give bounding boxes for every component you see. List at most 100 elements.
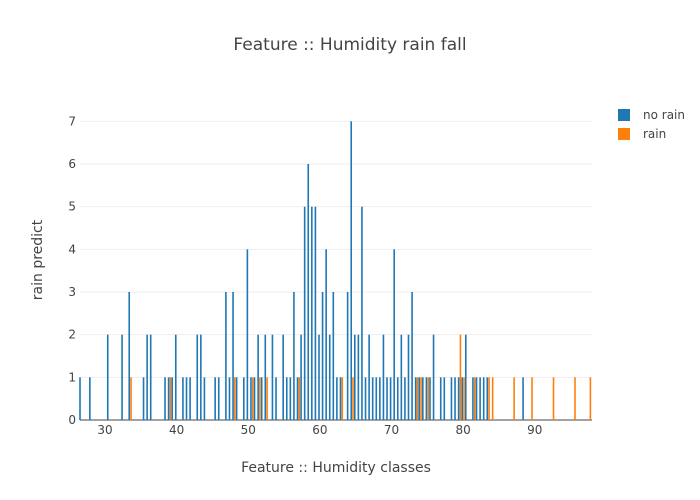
bar-no-rain[interactable] (271, 334, 274, 420)
bar-no-rain[interactable] (164, 377, 166, 420)
bar-no-rain[interactable] (303, 206, 306, 420)
bar-no-rain[interactable] (214, 377, 216, 420)
bar-no-rain[interactable] (364, 377, 367, 420)
bar-no-rain[interactable] (242, 377, 245, 420)
bar-no-rain[interactable] (282, 334, 284, 420)
bar-no-rain[interactable] (106, 334, 109, 420)
bar-no-rain[interactable] (461, 377, 464, 420)
legend-swatch[interactable] (618, 128, 630, 140)
bar-no-rain[interactable] (522, 377, 524, 420)
bar-no-rain[interactable] (142, 377, 145, 420)
bar-rain[interactable] (298, 377, 301, 420)
bar-no-rain[interactable] (332, 292, 335, 420)
bar-no-rain[interactable] (443, 377, 446, 420)
bar-no-rain[interactable] (196, 334, 199, 420)
bar-no-rain[interactable] (339, 377, 342, 420)
bar-rain[interactable] (427, 377, 430, 420)
bar-no-rain[interactable] (200, 334, 202, 420)
bar-rain[interactable] (420, 377, 422, 420)
bar-no-rain[interactable] (379, 377, 381, 420)
bar-rain[interactable] (473, 377, 476, 420)
bar-no-rain[interactable] (285, 377, 288, 420)
bar-no-rain[interactable] (389, 377, 392, 420)
bar-no-rain[interactable] (411, 292, 413, 420)
bar-rain[interactable] (169, 377, 172, 420)
bar-no-rain[interactable] (486, 377, 489, 420)
bar-no-rain[interactable] (228, 377, 231, 420)
bar-no-rain[interactable] (439, 377, 442, 420)
bar-rain[interactable] (574, 377, 576, 420)
bar-no-rain[interactable] (121, 334, 123, 420)
bar-no-rain[interactable] (128, 292, 131, 420)
bar-no-rain[interactable] (400, 334, 403, 420)
bar-no-rain[interactable] (336, 377, 338, 420)
bar-no-rain[interactable] (318, 334, 320, 420)
bar-no-rain[interactable] (264, 334, 267, 420)
bar-no-rain[interactable] (182, 377, 184, 420)
bar-no-rain[interactable] (311, 206, 313, 420)
bar-no-rain[interactable] (368, 334, 370, 420)
bar-no-rain[interactable] (314, 206, 317, 420)
bar-no-rain[interactable] (404, 377, 406, 420)
bar-no-rain[interactable] (328, 334, 331, 420)
bar-rain[interactable] (589, 377, 592, 420)
bar-no-rain[interactable] (167, 377, 170, 420)
bar-no-rain[interactable] (146, 334, 148, 420)
bar-no-rain[interactable] (217, 377, 220, 420)
bar-no-rain[interactable] (296, 377, 299, 420)
bar-no-rain[interactable] (171, 377, 173, 420)
bar-no-rain[interactable] (275, 377, 277, 420)
bar-no-rain[interactable] (407, 334, 410, 420)
bar-no-rain[interactable] (300, 334, 302, 420)
legend-label[interactable]: no rain (643, 108, 685, 122)
bar-no-rain[interactable] (89, 377, 91, 420)
bar-no-rain[interactable] (253, 377, 256, 420)
bar-no-rain[interactable] (346, 292, 349, 420)
bar-no-rain[interactable] (350, 121, 353, 420)
bar-rain[interactable] (130, 377, 132, 420)
bar-rain[interactable] (251, 377, 254, 420)
bar-no-rain[interactable] (454, 377, 456, 420)
bar-no-rain[interactable] (482, 377, 485, 420)
bar-no-rain[interactable] (422, 377, 424, 420)
bar-no-rain[interactable] (450, 377, 453, 420)
bar-no-rain[interactable] (189, 377, 191, 420)
bar-no-rain[interactable] (393, 249, 395, 420)
bar-rain[interactable] (513, 377, 515, 420)
bar-no-rain[interactable] (357, 334, 360, 420)
bar-rain[interactable] (552, 377, 555, 420)
bar-no-rain[interactable] (321, 292, 324, 420)
bar-no-rain[interactable] (307, 164, 310, 420)
bar-no-rain[interactable] (235, 377, 238, 420)
bar-no-rain[interactable] (361, 206, 363, 420)
bar-rain[interactable] (491, 377, 494, 420)
bar-no-rain[interactable] (382, 334, 385, 420)
bar-no-rain[interactable] (457, 377, 460, 420)
bar-rain[interactable] (352, 377, 354, 420)
bar-no-rain[interactable] (246, 249, 249, 420)
bar-rain[interactable] (341, 377, 344, 420)
bar-no-rain[interactable] (225, 292, 227, 420)
bar-no-rain[interactable] (203, 377, 206, 420)
bar-no-rain[interactable] (475, 377, 478, 420)
legend[interactable]: no rain rain (618, 108, 685, 141)
bar-no-rain[interactable] (479, 377, 481, 420)
bar-no-rain[interactable] (429, 377, 431, 420)
bar-no-rain[interactable] (257, 334, 259, 420)
bar-no-rain[interactable] (353, 334, 356, 420)
legend-swatch[interactable] (618, 109, 630, 121)
bar-no-rain[interactable] (174, 334, 177, 420)
bar-no-rain[interactable] (371, 377, 374, 420)
bar-no-rain[interactable] (425, 377, 428, 420)
bar-rain[interactable] (234, 377, 236, 420)
bar-rain[interactable] (259, 377, 261, 420)
bar-rain[interactable] (531, 377, 533, 420)
bar-no-rain[interactable] (289, 377, 292, 420)
bar-no-rain[interactable] (386, 377, 388, 420)
bar-no-rain[interactable] (375, 377, 378, 420)
bar-no-rain[interactable] (293, 292, 295, 420)
bar-rain[interactable] (266, 377, 268, 420)
bar-no-rain[interactable] (79, 377, 81, 420)
bar-no-rain[interactable] (325, 249, 327, 420)
bar-rain[interactable] (459, 334, 462, 420)
